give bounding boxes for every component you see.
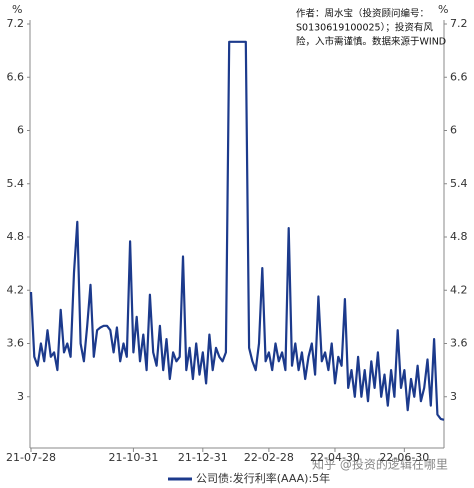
annotation-line: S0130619100025）；投资有风 — [296, 22, 433, 34]
x-tick-label: 22-02-28 — [244, 451, 294, 464]
y-tick-label: 7.2 — [7, 17, 25, 30]
watermark: 知乎 @投资的逻辑在哪里 — [312, 457, 448, 472]
y-tick-label-right: 4.8 — [450, 230, 468, 243]
y-tick-label: 3.6 — [7, 337, 25, 350]
y-tick-label-right: 3.6 — [450, 337, 468, 350]
y-tick-label-right: 7.2 — [450, 17, 468, 30]
y-tick-label-right: 6.6 — [450, 70, 468, 83]
y-tick-label-right: 4.2 — [450, 283, 468, 296]
y-tick-label: 6 — [17, 124, 24, 137]
x-tick-label: 21-07-28 — [6, 451, 56, 464]
line-series — [29, 40, 445, 421]
annotation-line: 险，入市需谨慎。数据来源于WIND — [296, 36, 446, 48]
y-tick-label-right: 6 — [450, 124, 457, 137]
y-tick-label: 6.6 — [7, 70, 25, 83]
x-tick-label: 21-12-31 — [178, 451, 228, 464]
x-tick-label: 22-06-30 — [379, 451, 429, 464]
y-tick-label: 5.4 — [7, 177, 25, 190]
x-tick-label: 22-04-30 — [310, 451, 360, 464]
x-tick-label: 21-10-31 — [108, 451, 158, 464]
y-tick-label: 4.8 — [7, 230, 25, 243]
y-tick-label-right: 3 — [450, 390, 457, 403]
y-tick-label-right: 5.4 — [450, 177, 468, 190]
y-tick-label: 4.2 — [7, 283, 25, 296]
annotation-line: 作者：周水宝（投资顾问编号： — [296, 8, 429, 20]
legend-label: 公司债:发行利率(AAA):5年 — [196, 471, 330, 485]
y-unit-left: % — [12, 3, 22, 16]
y-tick-label: 3 — [17, 390, 24, 403]
y-unit-right: % — [438, 3, 448, 16]
